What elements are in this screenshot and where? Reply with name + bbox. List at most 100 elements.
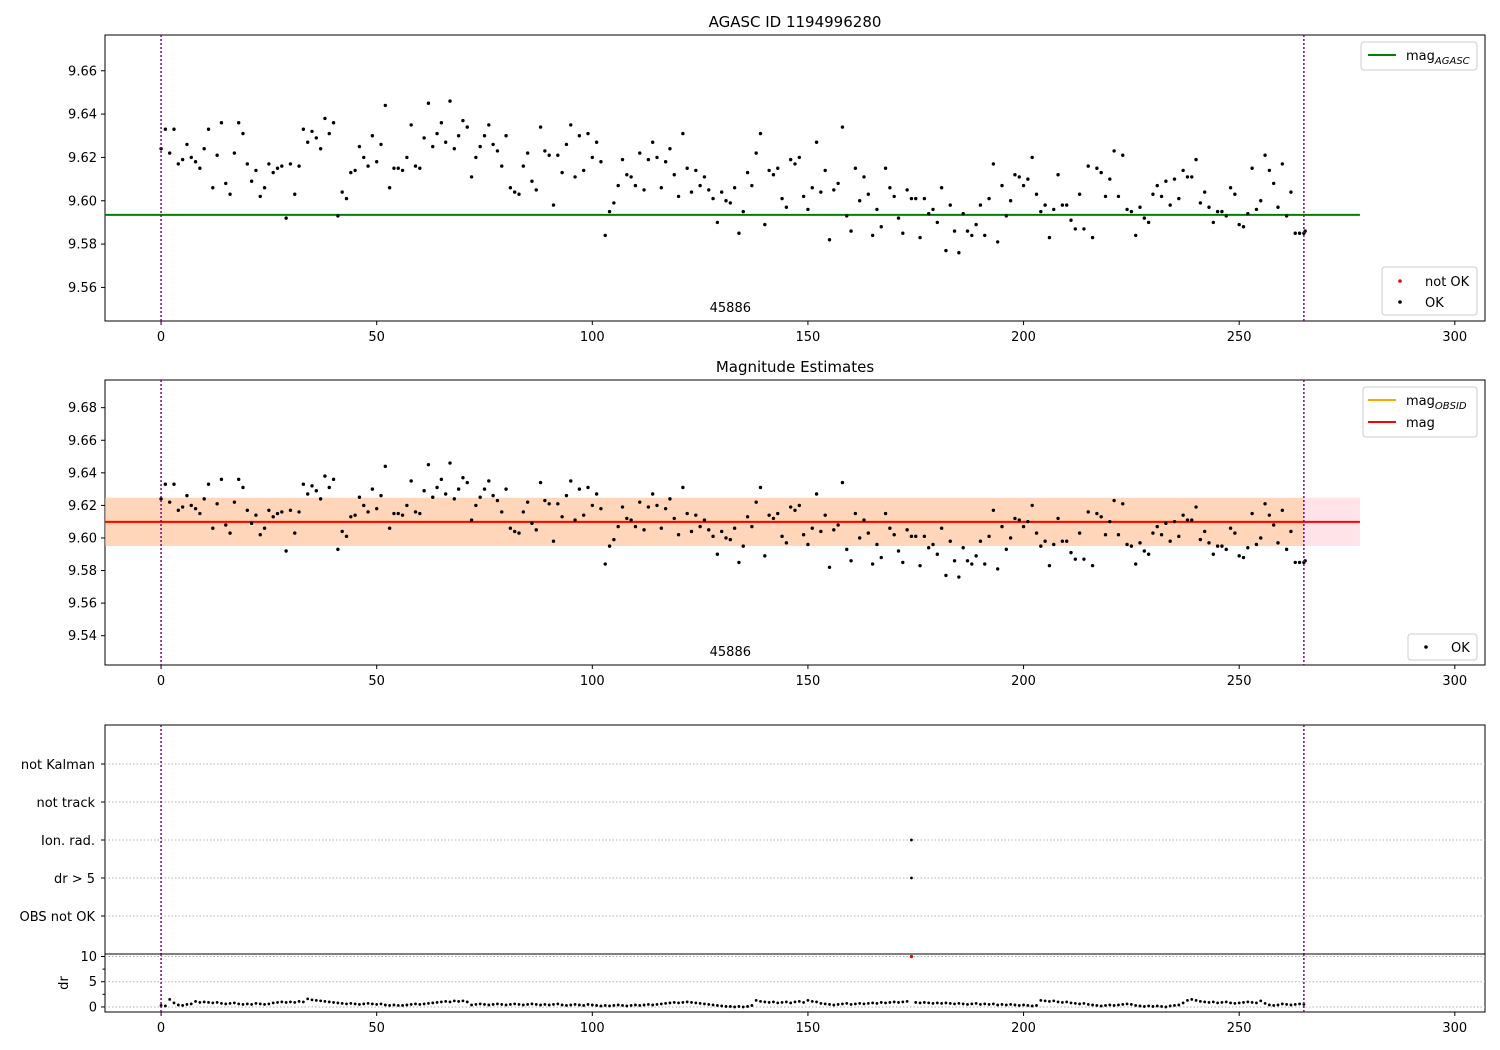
panel4-point [289,1000,292,1004]
panel1-point [1125,207,1129,212]
panel4-point [1039,999,1043,1002]
panel4-point [414,1002,417,1006]
panel1-point [1047,235,1052,240]
panel4-point [858,1002,862,1005]
panel4-point [185,1003,189,1006]
panel2-point [1220,544,1224,548]
panel2-point [616,524,620,529]
panel4-point [1078,1002,1082,1006]
panel4-point [983,1002,987,1006]
panel4-point [629,1004,633,1007]
panel4-point [297,1000,301,1003]
panel4-point [655,1003,659,1006]
panel1-point [189,155,193,160]
panel2-ytick-label: 9.60 [68,531,97,546]
panel4-point [1017,1004,1021,1007]
panel4-point [1151,1005,1155,1008]
panel1-point [206,127,211,131]
panel4-point [944,1001,948,1005]
panel1-point [586,131,590,136]
panel4-point [823,1002,827,1006]
panel1-point [896,216,901,220]
panel2-point [638,500,642,504]
panel1-point [366,164,370,168]
panel4-point [577,1003,581,1007]
panel1-point [1030,155,1034,160]
panel1-point [840,125,845,129]
panel2-point [1103,533,1108,537]
panel1-point [1034,192,1039,196]
panel2-point [487,479,491,483]
panel4-point [603,1004,607,1007]
panel1-point [1293,231,1297,235]
panel2-point [249,521,254,526]
panel2-point [525,500,530,504]
panel4-point [327,1000,331,1004]
panel2-point [819,529,823,534]
panel2-point [495,498,500,503]
panel1-point [957,251,961,255]
panel2-ytick-label: 9.54 [68,629,97,644]
panel1-point [1289,190,1293,194]
panel1-point [185,142,189,147]
panel1-point [305,140,310,144]
panel2-point [659,526,664,530]
panel1-point [1043,203,1047,207]
panel4-point [1177,1003,1181,1007]
panel1-point [754,151,758,155]
panel2-point [1246,546,1250,550]
panel2-xtick-label: 300 [1442,674,1467,689]
panel4-xtick-label: 300 [1442,1021,1467,1036]
panel2-point [202,497,206,501]
panel1-point [280,164,284,168]
panel2-point [681,485,685,490]
panel4-point [1121,1003,1125,1006]
panel3-flag-label: not track [36,796,95,811]
panel2-point [159,497,163,501]
panel1-point [732,186,737,190]
panel4-point [306,997,310,1001]
panel4-ytick-label: 10 [80,950,97,965]
panel1-point [737,231,741,235]
panel2-point [426,462,431,467]
panel2-point [1108,519,1112,524]
panel4-point [595,1004,599,1007]
panel4-point [237,1002,241,1006]
panel1-point [426,101,431,105]
panel4-point [1237,1001,1241,1005]
panel4-point [1250,1001,1254,1004]
panel1-point [681,131,685,136]
panel2-ytick-label: 9.56 [68,597,97,612]
panel2-point [396,511,400,516]
panel1-point [590,155,595,160]
panel2-point [827,565,832,569]
panel4-point [565,1004,568,1007]
panel1-point [370,134,375,138]
panel4-point [849,1003,853,1006]
panel4-point [1095,1004,1099,1007]
panel3-flag-point [910,838,913,842]
panel3-flag-label: dr > 5 [54,872,95,887]
panel1-point [569,123,573,127]
panel1-point [663,160,668,164]
panel2-point [939,526,944,530]
panel2-point [728,537,733,542]
panel4-point [875,1002,879,1005]
panel1-point [1129,209,1134,214]
panel1-point [500,164,504,168]
panel1-point [672,173,676,177]
panel1-point [1064,203,1069,207]
panel1-point [1250,166,1254,170]
panel4-point [638,1004,642,1007]
panel4-point [802,1001,806,1004]
panel4-point [810,1000,814,1003]
panel1-point [314,136,319,140]
panel4-point [362,1002,366,1006]
panel2-point [461,476,465,480]
panel1-point [1103,194,1108,199]
panel4-point [1043,999,1047,1003]
panel4-point [879,1001,883,1004]
panel2-point [948,539,952,543]
panel2-point [883,511,888,516]
panel2-legend-bottom [1407,633,1478,661]
